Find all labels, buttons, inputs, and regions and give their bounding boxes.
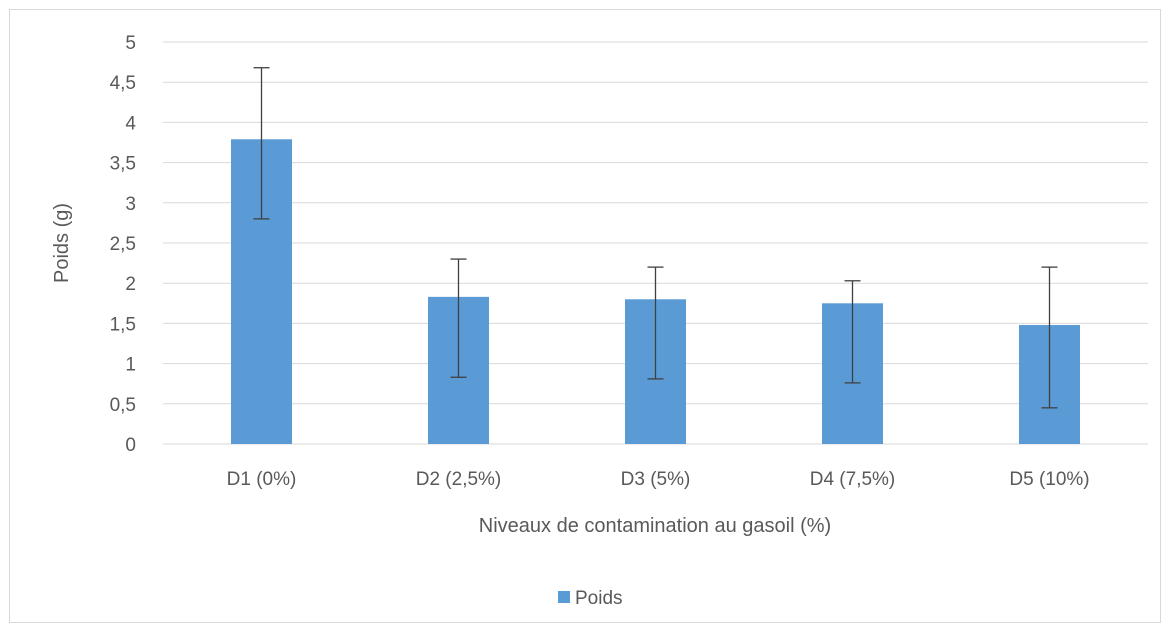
x-axis-ticks: D1 (0%) D2 (2,5%) D3 (5%) D4 (7,5%) D5 (10%) bbox=[227, 469, 1090, 490]
legend-swatch bbox=[558, 591, 570, 603]
y-tick-label: 0,5 bbox=[110, 395, 136, 416]
y-tick-label: 2 bbox=[125, 274, 136, 295]
chart-frame bbox=[9, 9, 1161, 623]
error-bar bbox=[1041, 266, 1058, 409]
x-axis-title: Niveaux de contamination au gasoil (%) bbox=[479, 515, 831, 537]
x-tick-label: D3 (5%) bbox=[621, 469, 691, 490]
y-tick-label: 0 bbox=[125, 435, 136, 456]
y-axis-ticks: 0 0,5 1 1,5 2 2,5 3 3,5 4 4,5 5 bbox=[110, 33, 137, 456]
y-tick-label: 3,5 bbox=[110, 154, 136, 175]
x-tick-label: D4 (7,5%) bbox=[810, 469, 896, 490]
error-bar bbox=[253, 67, 270, 220]
y-tick-label: 1 bbox=[125, 355, 136, 376]
y-axis-title: Poids (g) bbox=[51, 203, 73, 283]
error-bar bbox=[450, 258, 467, 378]
y-tick-label: 4,5 bbox=[110, 73, 136, 94]
error-bar bbox=[844, 280, 861, 384]
y-tick-label: 5 bbox=[125, 33, 136, 54]
y-tick-label: 3 bbox=[125, 194, 136, 215]
legend: Poids bbox=[558, 588, 623, 609]
legend-label: Poids bbox=[575, 588, 623, 609]
y-tick-label: 1,5 bbox=[110, 314, 136, 335]
y-tick-label: 4 bbox=[125, 113, 136, 134]
error-bar bbox=[647, 266, 664, 380]
x-tick-label: D5 (10%) bbox=[1009, 469, 1089, 490]
x-tick-label: D1 (0%) bbox=[227, 469, 297, 490]
gridlines bbox=[163, 41, 1148, 445]
error-bars bbox=[253, 67, 1058, 409]
x-tick-label: D2 (2,5%) bbox=[416, 469, 502, 490]
y-tick-label: 2,5 bbox=[110, 234, 136, 255]
